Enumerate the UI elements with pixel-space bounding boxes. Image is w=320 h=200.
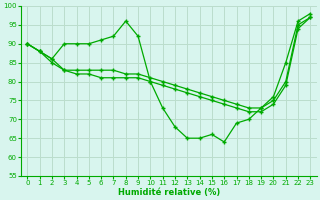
X-axis label: Humidité relative (%): Humidité relative (%) bbox=[118, 188, 220, 197]
